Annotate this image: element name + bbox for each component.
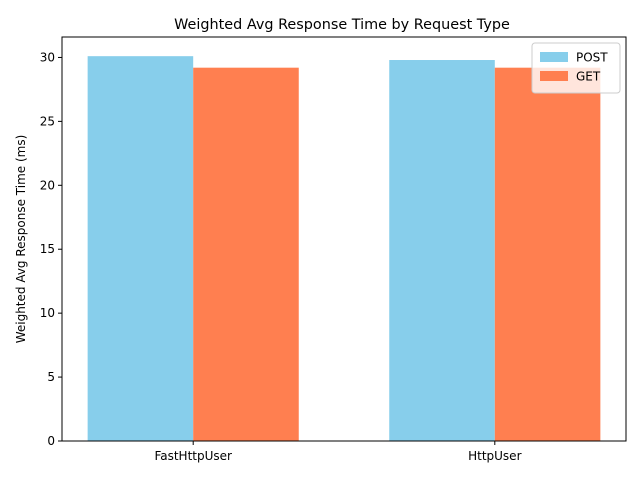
- bar-post-httpuser: [389, 60, 495, 441]
- y-tick-label: 30: [40, 50, 55, 64]
- y-axis: 0 5 10 15 20 25 30: [40, 50, 62, 448]
- chart-title: Weighted Avg Response Time by Request Ty…: [174, 17, 510, 33]
- y-axis-label: Weighted Avg Response Time (ms): [14, 135, 28, 344]
- bar-get-httpuser: [494, 67, 601, 442]
- y-tick-label: 0: [47, 434, 55, 448]
- legend-label-post: POST: [576, 51, 608, 65]
- legend: POST GET: [531, 42, 621, 94]
- x-tick-label: HttpUser: [468, 449, 521, 463]
- bar-get-fasthttpuser: [193, 67, 299, 442]
- y-tick-label: 10: [40, 306, 55, 320]
- x-tick-label: FastHttpUser: [154, 449, 232, 463]
- bar-post-fasthttpuser: [87, 56, 194, 441]
- x-axis: FastHttpUser HttpUser: [154, 441, 522, 463]
- y-tick-label: 25: [40, 114, 55, 128]
- y-tick-label: 15: [40, 242, 55, 256]
- legend-swatch-get: [540, 71, 568, 81]
- bars-group: [87, 56, 601, 442]
- legend-swatch-post: [540, 52, 568, 62]
- plot-frame: [61, 36, 627, 442]
- y-tick-label: 5: [47, 370, 55, 384]
- y-tick-label: 20: [40, 178, 55, 192]
- legend-label-get: GET: [576, 70, 601, 84]
